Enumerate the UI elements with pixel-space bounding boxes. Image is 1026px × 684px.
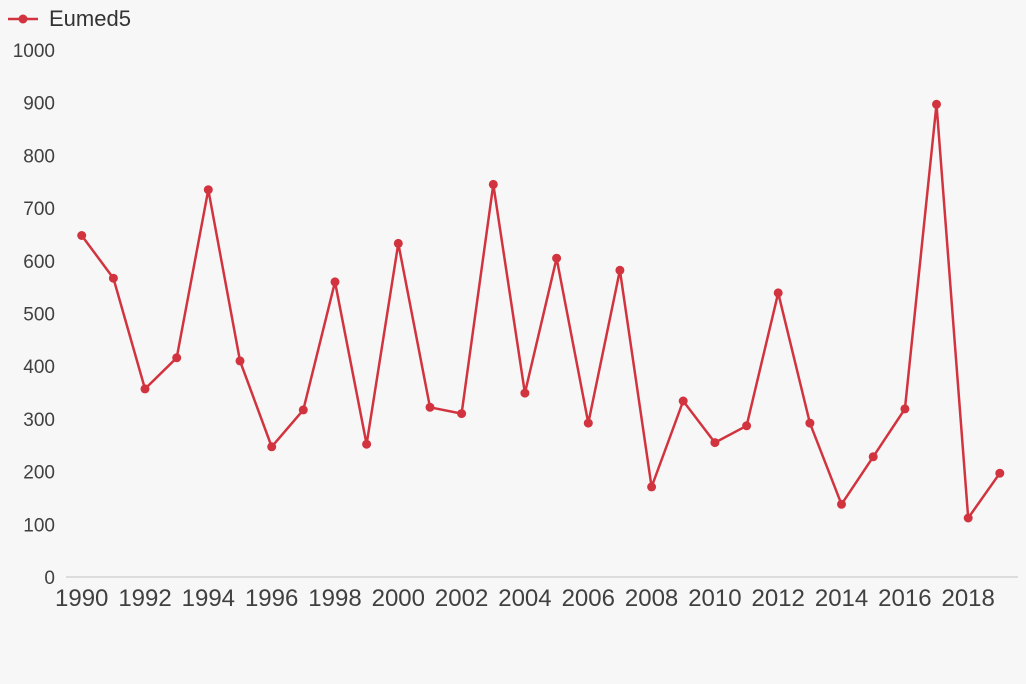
data-point[interactable]	[615, 265, 625, 275]
data-point[interactable]	[520, 388, 530, 398]
y-tick-label: 700	[23, 199, 55, 220]
data-point[interactable]	[203, 185, 213, 195]
x-tick-label: 2004	[498, 585, 551, 612]
x-tick-label: 2010	[688, 585, 741, 612]
y-tick-label: 800	[23, 146, 55, 167]
data-point[interactable]	[710, 438, 720, 448]
data-point[interactable]	[393, 238, 403, 248]
data-point[interactable]	[298, 405, 308, 415]
x-tick-label: 1998	[308, 585, 361, 612]
data-point[interactable]	[108, 273, 118, 283]
data-point[interactable]	[172, 353, 182, 363]
y-tick-label: 100	[23, 515, 55, 536]
data-point[interactable]	[868, 452, 878, 462]
data-point[interactable]	[425, 402, 435, 412]
y-tick-label: 600	[23, 252, 55, 273]
y-tick-label: 0	[44, 568, 55, 589]
data-point[interactable]	[330, 277, 340, 287]
data-point[interactable]	[805, 418, 815, 428]
data-point[interactable]	[742, 421, 752, 431]
data-point[interactable]	[77, 231, 87, 240]
data-point[interactable]	[647, 482, 657, 492]
x-tick-label: 1996	[245, 585, 298, 612]
data-point[interactable]	[235, 356, 245, 366]
x-axis-line	[66, 576, 1018, 578]
data-point[interactable]	[995, 468, 1005, 478]
data-point[interactable]	[678, 396, 688, 406]
y-tick-label: 1000	[13, 41, 55, 62]
data-point[interactable]	[488, 179, 498, 189]
x-tick-label: 2000	[372, 585, 425, 612]
legend-item-eumed5[interactable]: Eumed5	[8, 6, 131, 32]
data-point[interactable]	[140, 384, 150, 394]
data-point[interactable]	[932, 99, 941, 109]
data-point[interactable]	[900, 404, 910, 414]
series-line-eumed5	[80, 103, 1002, 520]
y-tick-label: 300	[23, 410, 55, 431]
data-point[interactable]	[457, 409, 467, 419]
data-point[interactable]	[837, 499, 846, 509]
x-tick-label: 1994	[182, 585, 235, 612]
legend-label: Eumed5	[49, 6, 131, 31]
data-point[interactable]	[552, 253, 562, 263]
data-point[interactable]	[362, 439, 372, 449]
x-tick-label: 2014	[815, 585, 868, 612]
y-tick-label: 200	[23, 463, 55, 484]
y-tick-label: 500	[23, 305, 55, 326]
y-tick-label: 900	[23, 94, 55, 115]
data-point[interactable]	[583, 418, 593, 428]
data-point[interactable]	[267, 442, 277, 452]
data-point[interactable]	[773, 288, 783, 298]
x-tick-label: 2016	[878, 585, 931, 612]
y-tick-label: 400	[23, 357, 55, 378]
x-tick-label: 2002	[435, 585, 488, 612]
x-tick-label: 2008	[625, 585, 678, 612]
data-point[interactable]	[963, 513, 973, 523]
x-tick-label: 2006	[562, 585, 615, 612]
x-tick-label: 1990	[55, 585, 108, 612]
x-tick-label: 1992	[118, 585, 171, 612]
x-tick-label: 2018	[941, 585, 994, 612]
legend-line-dot-icon	[8, 14, 38, 24]
x-tick-label: 2012	[752, 585, 805, 612]
